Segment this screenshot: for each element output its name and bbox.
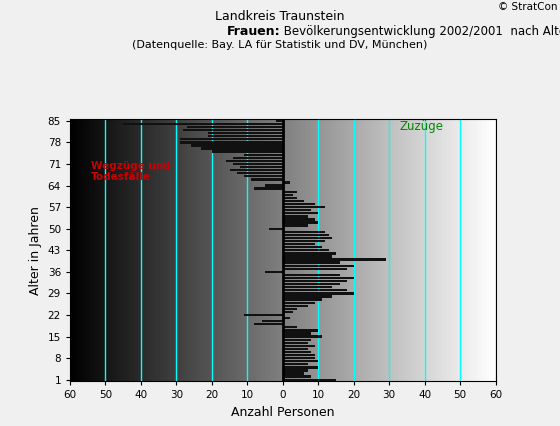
Bar bbox=[237, 172, 283, 174]
Bar bbox=[123, 123, 283, 125]
Bar bbox=[283, 375, 311, 378]
Bar bbox=[230, 169, 283, 171]
Text: Zuzüge: Zuzüge bbox=[400, 121, 444, 133]
Bar bbox=[283, 252, 336, 254]
Y-axis label: Alter in Jahren: Alter in Jahren bbox=[29, 206, 42, 295]
Bar bbox=[283, 357, 315, 359]
Bar bbox=[283, 280, 347, 282]
Bar bbox=[283, 335, 322, 338]
Bar bbox=[201, 147, 283, 150]
Bar bbox=[283, 246, 322, 248]
Bar bbox=[244, 175, 283, 178]
Bar bbox=[226, 160, 283, 162]
Bar bbox=[283, 240, 325, 242]
Bar bbox=[283, 265, 354, 267]
Bar bbox=[283, 295, 333, 298]
Bar bbox=[283, 311, 293, 313]
Bar bbox=[283, 366, 318, 368]
Bar bbox=[283, 286, 333, 288]
Bar bbox=[283, 308, 297, 310]
Text: (Datenquelle: Bay. LA für Statistik und DV, München): (Datenquelle: Bay. LA für Statistik und … bbox=[132, 40, 428, 50]
Bar bbox=[283, 292, 354, 295]
Bar bbox=[283, 329, 318, 331]
Bar bbox=[208, 132, 283, 134]
Bar bbox=[283, 181, 290, 184]
Bar bbox=[269, 227, 283, 230]
Bar bbox=[283, 255, 333, 258]
Bar bbox=[180, 141, 283, 144]
Bar bbox=[283, 332, 311, 335]
Bar bbox=[283, 237, 333, 239]
Bar bbox=[254, 187, 283, 190]
Bar bbox=[283, 348, 307, 350]
Bar bbox=[244, 153, 283, 156]
Bar bbox=[283, 342, 307, 344]
Bar bbox=[283, 289, 347, 291]
Bar bbox=[283, 249, 329, 251]
Bar bbox=[283, 230, 325, 233]
Bar bbox=[283, 258, 386, 261]
Bar bbox=[283, 234, 329, 236]
Bar bbox=[283, 305, 307, 307]
Bar bbox=[276, 120, 283, 122]
Bar bbox=[283, 274, 339, 276]
Bar bbox=[283, 326, 297, 328]
Bar bbox=[283, 203, 315, 205]
Bar bbox=[233, 157, 283, 159]
Bar bbox=[283, 243, 315, 245]
Bar bbox=[283, 209, 311, 211]
Text: Wegzüge und
Todesfälle: Wegzüge und Todesfälle bbox=[91, 161, 171, 182]
Bar bbox=[251, 178, 283, 181]
Bar bbox=[283, 225, 307, 227]
Bar bbox=[240, 166, 283, 168]
Bar bbox=[184, 129, 283, 131]
Bar bbox=[265, 184, 283, 187]
Bar bbox=[283, 200, 304, 202]
Text: Landkreis Traunstein: Landkreis Traunstein bbox=[215, 10, 345, 23]
Bar bbox=[233, 163, 283, 165]
Bar bbox=[208, 135, 283, 138]
Bar bbox=[265, 271, 283, 273]
Bar bbox=[283, 194, 293, 196]
Bar bbox=[254, 323, 283, 325]
Bar bbox=[180, 138, 283, 141]
Bar bbox=[283, 197, 297, 199]
Text: © StratCon: © StratCon bbox=[498, 2, 557, 12]
Bar bbox=[283, 283, 339, 285]
Bar bbox=[283, 360, 318, 363]
Bar bbox=[283, 363, 307, 366]
Bar bbox=[283, 222, 318, 224]
Bar bbox=[190, 144, 283, 147]
Bar bbox=[212, 150, 283, 153]
Bar bbox=[283, 302, 315, 304]
Bar bbox=[283, 339, 311, 341]
Bar bbox=[283, 369, 307, 371]
Bar bbox=[283, 190, 297, 193]
Bar bbox=[283, 372, 304, 375]
Bar bbox=[283, 379, 336, 381]
Bar bbox=[283, 215, 307, 218]
Bar bbox=[244, 314, 283, 316]
Bar bbox=[283, 299, 322, 301]
Bar bbox=[283, 268, 347, 270]
Bar bbox=[283, 351, 311, 353]
Bar bbox=[283, 218, 315, 221]
Bar bbox=[283, 212, 318, 214]
Bar bbox=[283, 317, 290, 319]
Bar bbox=[262, 320, 283, 322]
Bar bbox=[283, 262, 339, 264]
Text: Frauen:: Frauen: bbox=[226, 25, 280, 38]
Bar bbox=[283, 354, 315, 356]
Text: Bevölkerungsentwicklung 2002/2001  nach Altersjahren (1-85): Bevölkerungsentwicklung 2002/2001 nach A… bbox=[280, 25, 560, 38]
X-axis label: Anzahl Personen: Anzahl Personen bbox=[231, 406, 334, 419]
Bar bbox=[187, 126, 283, 128]
Bar bbox=[283, 277, 354, 279]
Bar bbox=[283, 206, 325, 208]
Bar bbox=[283, 345, 315, 347]
